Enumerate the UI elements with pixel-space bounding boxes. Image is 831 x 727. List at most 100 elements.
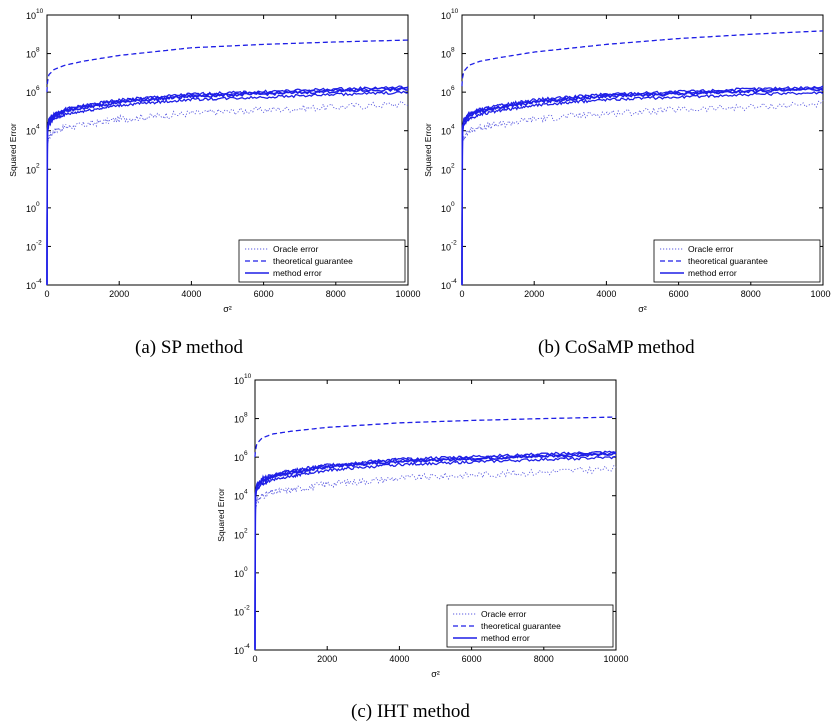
series-line-method-error xyxy=(46,86,409,284)
x-axis-label: σ² xyxy=(223,304,232,314)
y-tick-label-exponent: 2 xyxy=(36,162,40,169)
y-tick-label: 10 xyxy=(26,242,36,252)
caption-iht: (c) IHT method xyxy=(351,701,470,722)
y-tick-label-exponent: 10 xyxy=(36,8,44,15)
legend-box xyxy=(446,604,614,648)
y-tick-label-exponent: -2 xyxy=(244,604,250,611)
series-line-oracle-error xyxy=(254,465,617,631)
legend-label: Oracle error xyxy=(273,244,319,254)
y-tick-label: 10 xyxy=(234,415,244,425)
y-tick-label-exponent: 8 xyxy=(451,47,455,54)
y-tick-label: 10 xyxy=(234,453,244,463)
y-tick-label-exponent: -4 xyxy=(451,278,457,285)
y-tick-label-exponent: 0 xyxy=(244,566,248,573)
x-tick-label: 0 xyxy=(459,289,464,299)
x-tick-label: 2000 xyxy=(317,654,337,664)
y-tick-label-exponent: -4 xyxy=(36,278,42,285)
y-tick-label: 10 xyxy=(26,50,36,60)
y-tick-label: 10 xyxy=(441,281,451,291)
y-tick-label: 10 xyxy=(441,11,451,21)
series-line-oracle-error xyxy=(46,100,409,266)
y-tick-label: 10 xyxy=(26,165,36,175)
y-tick-label: 10 xyxy=(441,127,451,137)
x-tick-label: 10000 xyxy=(603,654,628,664)
legend-label: Oracle error xyxy=(688,244,734,254)
y-tick-label: 10 xyxy=(26,281,36,291)
series-line-method-error xyxy=(46,85,409,283)
series-line-theoretical-guarantee xyxy=(254,416,617,458)
legend-label: Oracle error xyxy=(481,609,527,619)
y-tick-label-exponent: -2 xyxy=(36,239,42,246)
series-line-method-error xyxy=(461,85,824,283)
y-tick-label-exponent: 4 xyxy=(451,124,455,131)
x-tick-label: 4000 xyxy=(596,289,616,299)
y-tick-label-exponent: 10 xyxy=(244,373,252,380)
legend-label: theoretical guarantee xyxy=(273,256,353,266)
chart-panel-sp: 10 -4 10 -2 10 0 10 2 10 4 10 6 10 8 10 10 0 2000 4000 6000… xyxy=(0,0,421,362)
x-tick-label: 0 xyxy=(44,289,49,299)
y-axis-label: Squared Error xyxy=(216,488,226,542)
x-tick-label: 8000 xyxy=(534,654,554,664)
y-tick-label-exponent: 8 xyxy=(36,47,40,54)
caption-cosamp: (b) CoSaMP method xyxy=(538,337,695,358)
y-tick-label: 10 xyxy=(26,127,36,137)
x-tick-label: 2000 xyxy=(109,289,129,299)
y-tick-label-exponent: 4 xyxy=(244,489,248,496)
y-axis-label: Squared Error xyxy=(8,123,18,177)
series-line-method-error xyxy=(254,451,616,649)
y-tick-label: 10 xyxy=(234,376,244,386)
x-axis-label: σ² xyxy=(431,669,440,679)
y-tick-label-exponent: 0 xyxy=(451,201,455,208)
y-tick-label: 10 xyxy=(26,11,36,21)
x-tick-label: 8000 xyxy=(326,289,346,299)
y-tick-label: 10 xyxy=(234,569,244,579)
x-tick-label: 6000 xyxy=(462,654,482,664)
y-tick-label: 10 xyxy=(234,530,244,540)
y-tick-label-exponent: 10 xyxy=(451,8,459,15)
x-tick-label: 4000 xyxy=(389,654,409,664)
y-tick-label: 10 xyxy=(441,204,451,214)
y-tick-label-exponent: 6 xyxy=(36,85,40,92)
legend-box xyxy=(238,239,406,283)
y-tick-label-exponent: 0 xyxy=(36,201,40,208)
y-tick-label: 10 xyxy=(441,50,451,60)
y-tick-label-exponent: -2 xyxy=(451,239,457,246)
series-line-theoretical-guarantee xyxy=(46,39,408,93)
y-tick-label: 10 xyxy=(234,492,244,502)
y-tick-label: 10 xyxy=(234,607,244,617)
y-tick-label-exponent: 2 xyxy=(244,527,248,534)
series-line-method-error xyxy=(461,91,824,285)
y-tick-label: 10 xyxy=(441,242,451,252)
x-tick-label: 8000 xyxy=(741,289,761,299)
x-tick-label: 10000 xyxy=(395,289,420,299)
y-tick-label: 10 xyxy=(441,88,451,98)
series-line-method-error xyxy=(461,87,824,284)
series-line-method-error xyxy=(254,455,616,650)
x-tick-label: 6000 xyxy=(669,289,689,299)
y-tick-label: 10 xyxy=(441,165,451,175)
series-line-method-error xyxy=(46,90,409,285)
legend-label: method error xyxy=(273,268,322,278)
series-line-oracle-error xyxy=(461,100,824,266)
legend-label: theoretical guarantee xyxy=(481,621,561,631)
legend-label: method error xyxy=(688,268,737,278)
x-tick-label: 4000 xyxy=(181,289,201,299)
y-tick-label-exponent: 6 xyxy=(451,85,455,92)
y-tick-label-exponent: -4 xyxy=(244,643,250,650)
y-tick-label-exponent: 4 xyxy=(36,124,40,131)
y-tick-label: 10 xyxy=(26,204,36,214)
y-tick-label-exponent: 8 xyxy=(244,412,248,419)
x-tick-label: 10000 xyxy=(810,289,831,299)
y-tick-label: 10 xyxy=(234,646,244,656)
y-tick-label-exponent: 6 xyxy=(244,450,248,457)
legend-label: theoretical guarantee xyxy=(688,256,768,266)
caption-sp: (a) SP method xyxy=(135,337,244,358)
legend-label: method error xyxy=(481,633,530,643)
series-line-theoretical-guarantee xyxy=(461,30,824,87)
x-tick-label: 6000 xyxy=(254,289,274,299)
y-tick-label-exponent: 2 xyxy=(451,162,455,169)
chart-panel-cosamp: 10 -4 10 -2 10 0 10 2 10 4 10 6 10 8 10 10 0 2000 4000 6000… xyxy=(415,0,831,362)
